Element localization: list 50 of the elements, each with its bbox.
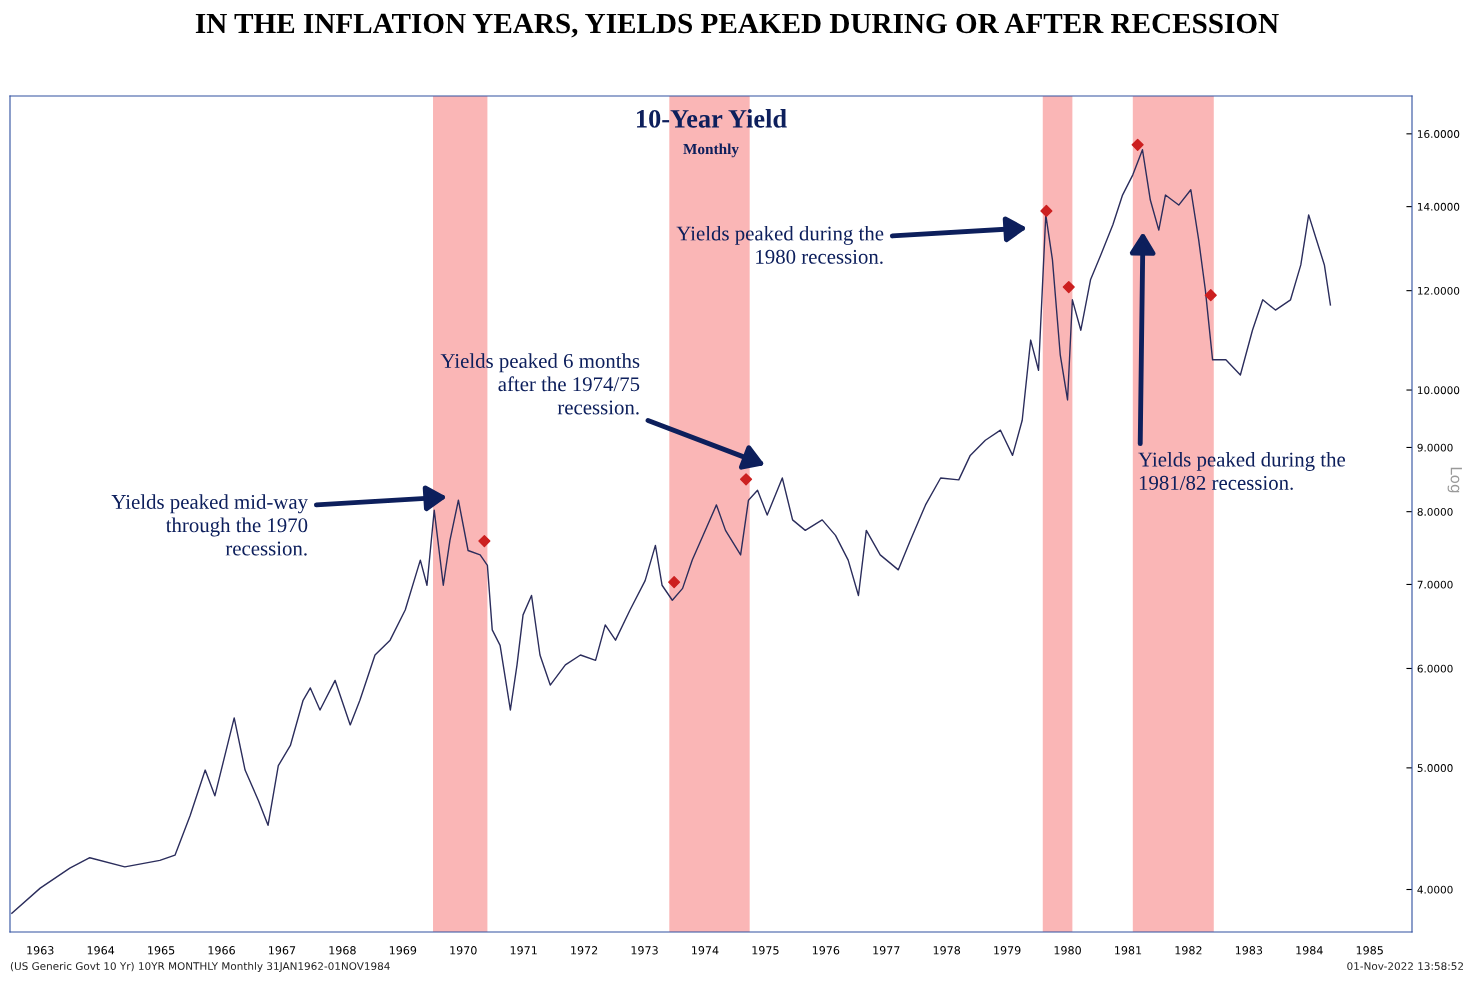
y-tick-label: 4.0000 <box>1417 885 1453 894</box>
point <box>1131 138 1144 151</box>
y-tick-label: 16.0000 <box>1418 130 1460 138</box>
y-tick-label: 8.0000 <box>1417 507 1453 516</box>
x-tick-label: 1980 <box>1054 946 1081 955</box>
x-tick-label: 1983 <box>1235 946 1263 955</box>
x-tick-label: 1966 <box>208 946 235 955</box>
x-tick-label: 1975 <box>752 946 779 955</box>
y-tick-label: 7.0000 <box>1417 580 1453 589</box>
point <box>668 576 681 589</box>
y-tick-label: 5.0000 <box>1417 764 1453 772</box>
point <box>478 534 491 548</box>
text: 01-Nov-2022 13:58:52 <box>1347 962 1463 971</box>
text: Log <box>1447 467 1462 493</box>
x-tick-label: 1979 <box>994 946 1021 955</box>
y-tick-label: 12.0000 <box>1418 286 1460 295</box>
annotation: Yields peaked mid-way through the 1970 recession. <box>111 494 308 556</box>
annotation: Yields peaked 6 months after the 1974/75 recession. <box>440 353 640 415</box>
x-tick-label: 1969 <box>389 946 417 955</box>
point <box>1204 289 1217 302</box>
x-tick-label: 1985 <box>1356 946 1383 955</box>
point <box>1040 204 1053 217</box>
annotation: Monthly <box>683 143 739 158</box>
chart-subtitle: 10-Year Yield <box>637 109 787 128</box>
x-tick-label: 1971 <box>510 946 537 955</box>
x-tick-label: 1967 <box>269 946 296 955</box>
point <box>1062 280 1075 294</box>
x-tick-label: 1965 <box>148 946 175 955</box>
x-tick-label: 1964 <box>87 946 115 955</box>
point <box>739 473 753 486</box>
x-tick-label: 1982 <box>1175 946 1202 955</box>
y-tick-label: 9.0000 <box>1417 443 1453 452</box>
x-tick-label: 1976 <box>812 946 840 955</box>
x-tick-label: 1970 <box>450 946 477 955</box>
x-tick-label: 1984 <box>1296 946 1323 955</box>
annotation: Yields peaked during the 1980 recession. <box>676 225 884 264</box>
x-tick-label: 1968 <box>329 946 356 955</box>
chart-title: IN THE INFLATION YEARS, YIELDS PEAKED DURING OR AFTER RECESSION <box>195 13 1279 38</box>
y-tick-label: 14.0000 <box>1418 202 1460 211</box>
text: (US Generic Govt 10 Yr) 10YR MONTHLY Monthly 31JAN1962-01NOV1984 <box>10 961 390 973</box>
x-tick-label: 1972 <box>571 946 598 955</box>
y-tick-label: 6.0000 <box>1417 664 1453 673</box>
x-tick-label: 1978 <box>933 946 961 955</box>
y-tick-label: 10.0000 <box>1418 386 1460 395</box>
annotation: Yields peaked during the 1981/82 recession. <box>1138 451 1346 490</box>
x-tick-label: 1963 <box>27 946 54 955</box>
x-tick-label: 1974 <box>692 946 719 955</box>
x-tick-label: 1977 <box>873 946 900 955</box>
x-tick-label: 1973 <box>631 946 658 955</box>
x-tick-label: 1981 <box>1115 946 1142 955</box>
